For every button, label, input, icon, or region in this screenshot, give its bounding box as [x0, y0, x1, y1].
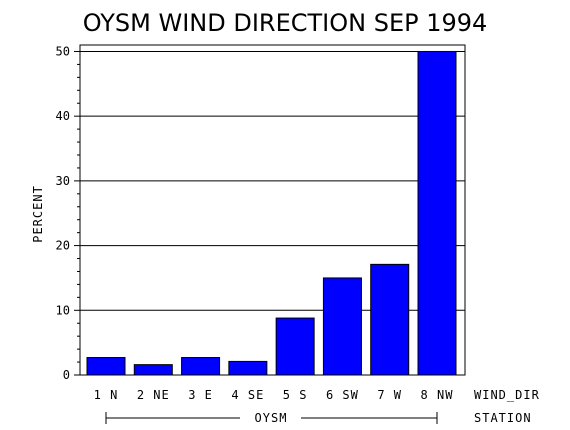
y-tick-label: 10 — [56, 303, 70, 317]
group-label: OYSM — [255, 411, 288, 425]
x-tick-label: 8 NW — [421, 388, 454, 402]
y-tick-label: 50 — [56, 44, 70, 58]
y-axis: 0 10 20 30 40 50 — [56, 44, 80, 382]
y-tick-label: 0 — [63, 368, 70, 382]
y-tick-label: 30 — [56, 174, 70, 188]
bar — [417, 50, 457, 376]
bar — [181, 357, 221, 376]
x-tick-label: 2 NE — [137, 388, 170, 402]
y-axis-label: PERCENT — [31, 185, 45, 243]
bar — [322, 277, 362, 376]
bar — [86, 357, 126, 376]
group-axis-label: STATION — [474, 411, 532, 425]
plot-frame — [79, 44, 466, 376]
chart-title: OYSM WIND DIRECTION SEP 1994 — [83, 9, 488, 37]
y-tick-label: 40 — [56, 109, 70, 123]
x-tick-label: 6 SW — [326, 388, 359, 402]
x-tick-label: 3 E — [188, 388, 213, 402]
bar — [275, 317, 315, 376]
bars — [86, 50, 457, 376]
y-tick-label: 20 — [56, 239, 70, 253]
bar — [370, 263, 410, 376]
x-axis: 1 N 2 NE 3 E 4 SE 5 S 6 SW 7 W 8 NW — [94, 388, 454, 402]
x-tick-label: 4 SE — [231, 388, 264, 402]
x-axis-label: WIND_DIR — [474, 388, 540, 402]
x-tick-label: 7 W — [377, 388, 402, 402]
bar — [228, 360, 268, 376]
x-tick-label: 5 S — [283, 388, 308, 402]
bar — [133, 364, 173, 376]
x-tick-label: 1 N — [94, 388, 119, 402]
